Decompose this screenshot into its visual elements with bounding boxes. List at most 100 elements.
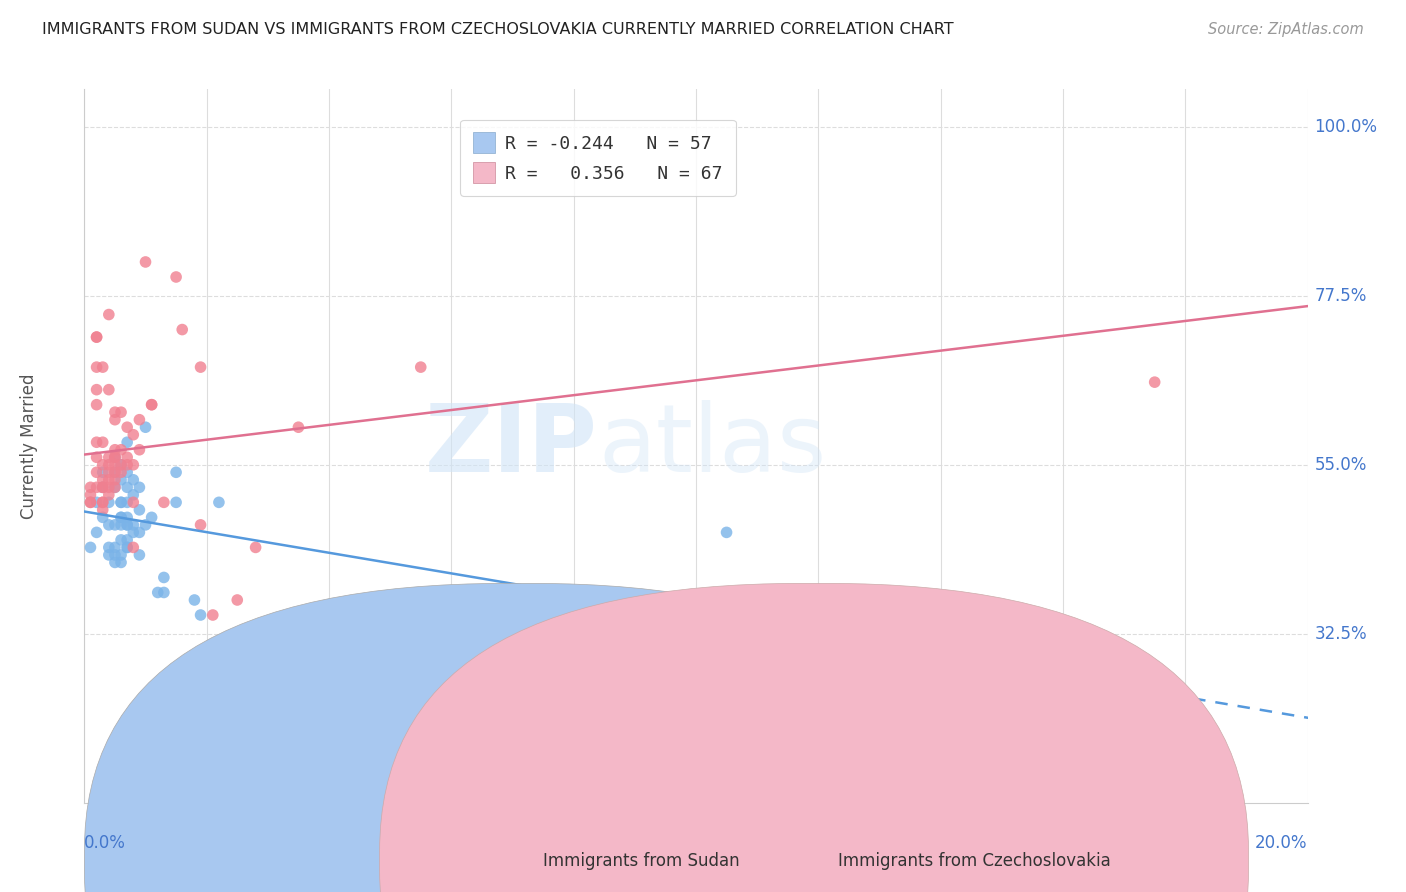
Text: 0.0%: 0.0%: [84, 834, 127, 852]
Point: [110, 405, 132, 419]
Point: [97, 541, 120, 555]
Point: [104, 556, 127, 570]
Point: [128, 503, 150, 517]
Text: 55.0%: 55.0%: [1315, 456, 1367, 474]
Point: [91, 458, 114, 472]
Point: [79, 488, 101, 502]
Point: [86, 398, 108, 412]
Point: [104, 450, 127, 465]
Point: [110, 556, 132, 570]
Text: ZIP: ZIP: [425, 400, 598, 492]
Point: [91, 510, 114, 524]
Point: [1358, 228, 1381, 243]
Point: [110, 517, 132, 532]
Point: [115, 458, 138, 472]
Text: Source: ZipAtlas.com: Source: ZipAtlas.com: [1208, 22, 1364, 37]
Point: [146, 585, 169, 599]
Point: [86, 465, 108, 479]
Text: 20.0%: 20.0%: [1256, 834, 1308, 852]
Point: [110, 548, 132, 562]
Point: [183, 593, 205, 607]
Point: [91, 495, 114, 509]
Point: [104, 465, 127, 479]
Point: [104, 413, 127, 427]
Point: [122, 488, 145, 502]
Point: [91, 360, 114, 375]
Text: IMMIGRANTS FROM SUDAN VS IMMIGRANTS FROM CZECHOSLOVAKIA CURRENTLY MARRIED CORREL: IMMIGRANTS FROM SUDAN VS IMMIGRANTS FROM…: [42, 22, 953, 37]
Point: [141, 510, 163, 524]
Point: [104, 541, 127, 555]
Point: [122, 495, 145, 509]
Point: [79, 480, 101, 494]
Point: [97, 308, 120, 322]
Text: Immigrants from Sudan: Immigrants from Sudan: [543, 852, 740, 870]
Point: [110, 458, 132, 472]
Point: [97, 465, 120, 479]
Point: [97, 495, 120, 509]
Point: [104, 480, 127, 494]
Point: [110, 442, 132, 457]
Point: [190, 607, 212, 622]
Point: [165, 270, 187, 285]
Point: [110, 510, 132, 524]
Point: [135, 420, 157, 434]
Point: [97, 488, 120, 502]
Point: [97, 383, 120, 397]
Point: [226, 593, 249, 607]
Text: Immigrants from Czechoslovakia: Immigrants from Czechoslovakia: [838, 852, 1111, 870]
Point: [104, 517, 127, 532]
Point: [86, 495, 108, 509]
Legend: R = -0.244   N = 57, R =   0.356   N = 67: R = -0.244 N = 57, R = 0.356 N = 67: [460, 120, 735, 195]
Point: [97, 480, 120, 494]
Point: [86, 480, 108, 494]
Point: [86, 435, 108, 450]
Point: [128, 525, 150, 540]
Point: [165, 465, 187, 479]
Text: atlas: atlas: [598, 400, 827, 492]
Point: [287, 420, 309, 434]
Point: [115, 465, 138, 479]
Point: [104, 473, 127, 487]
Point: [79, 495, 101, 509]
Point: [208, 495, 231, 509]
Point: [122, 541, 145, 555]
Point: [97, 450, 120, 465]
Point: [135, 255, 157, 269]
Point: [104, 465, 127, 479]
Point: [165, 495, 187, 509]
Point: [115, 533, 138, 547]
Point: [141, 398, 163, 412]
Point: [110, 473, 132, 487]
Point: [91, 480, 114, 494]
Point: [153, 570, 176, 584]
Point: [115, 435, 138, 450]
Point: [104, 548, 127, 562]
Point: [91, 480, 114, 494]
Point: [104, 480, 127, 494]
Point: [110, 495, 132, 509]
Text: Currently Married: Currently Married: [20, 373, 38, 519]
Point: [141, 398, 163, 412]
Point: [91, 473, 114, 487]
Point: [110, 533, 132, 547]
Point: [1143, 375, 1166, 389]
Point: [104, 458, 127, 472]
Point: [190, 360, 212, 375]
Point: [128, 413, 150, 427]
Point: [409, 360, 432, 375]
Point: [86, 450, 108, 465]
Text: 100.0%: 100.0%: [1315, 118, 1378, 136]
Point: [115, 541, 138, 555]
Point: [128, 548, 150, 562]
Point: [245, 541, 267, 555]
Point: [115, 541, 138, 555]
Point: [91, 495, 114, 509]
Point: [115, 495, 138, 509]
Point: [110, 465, 132, 479]
Point: [91, 435, 114, 450]
Point: [115, 510, 138, 524]
Point: [153, 495, 176, 509]
Point: [91, 465, 114, 479]
Point: [122, 458, 145, 472]
Point: [110, 495, 132, 509]
